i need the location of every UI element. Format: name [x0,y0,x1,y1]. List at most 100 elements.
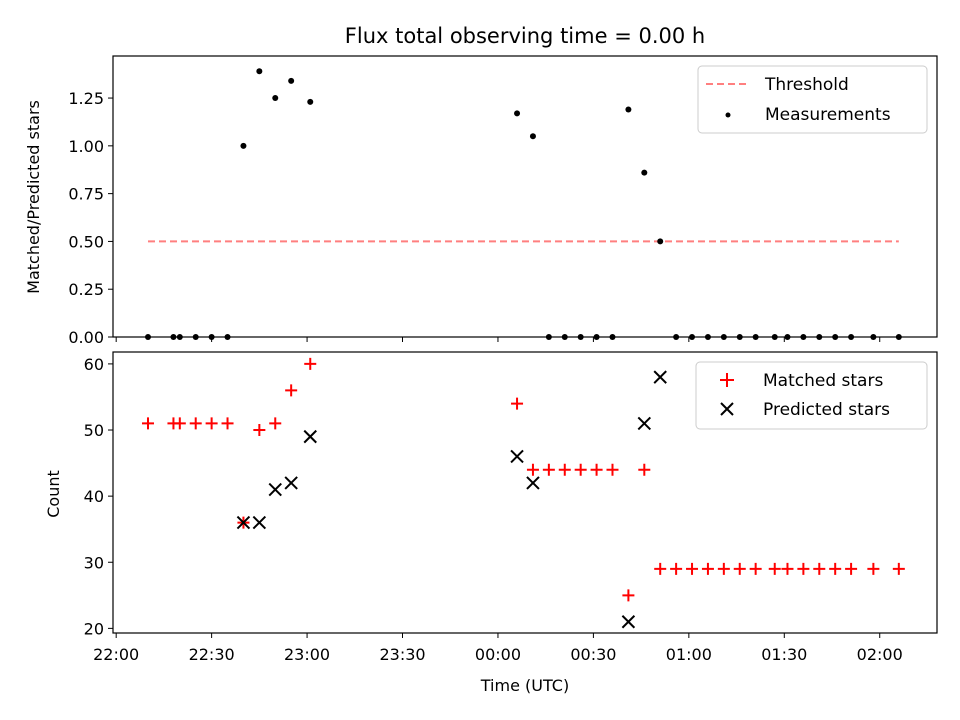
top-ytick-label: 1.25 [68,89,104,108]
bottom-legend-frame [695,361,928,430]
xtick-label: 23:00 [284,645,330,664]
measurement-point [848,334,855,340]
top-ytick-label: 0.50 [68,232,104,251]
matched-star-point [622,589,635,602]
measurement-point [752,334,759,340]
matched-star-point [558,463,571,476]
bottom-ytick-label: 20 [84,619,104,638]
measurement-point [514,110,521,117]
top-ytick-label: 0.25 [68,280,104,299]
measurement-point [529,133,536,140]
measurement-point [784,334,791,340]
measurement-point [895,334,902,340]
xtick-label: 00:00 [475,645,521,664]
matched-star-point [253,424,266,437]
bottom-ytick-label: 40 [84,487,104,506]
matched-star-point [717,562,730,575]
matched-star-point [654,562,667,575]
bottom-plot-frame [112,351,938,634]
legend-matched-label: Matched stars [763,371,883,391]
measurement-point [561,334,568,340]
xtick-label: 01:00 [666,645,712,664]
predicted-star-point [637,416,652,431]
top-plot-frame [112,55,938,338]
matched-star-point [701,562,714,575]
measurement-point [593,334,600,340]
xtick-label: 22:00 [93,645,139,664]
top-y-axis-label: Matched/Predicted stars [24,100,43,294]
measurement-point [704,334,711,340]
measurement-point [577,334,584,340]
predicted-star-point [236,515,251,530]
matched-star-point [285,384,298,397]
bottom-y-axis-label: Count [44,470,63,518]
predicted-star-point [252,515,267,530]
measurement-point [816,334,823,340]
xtick-label: 02:00 [857,645,903,664]
matched-star-point [638,463,651,476]
measurement-point [208,334,215,340]
measurement-point [800,334,807,340]
legend-predicted-marker [720,402,734,416]
matched-star-point [813,562,826,575]
top-ytick-label: 1.00 [68,137,104,156]
measurement-point [736,334,743,340]
measurement-point [657,238,664,245]
predicted-star-point [303,429,317,444]
xtick-label: 01:30 [761,645,807,664]
matched-star-point [845,562,858,575]
bottom-panel: 20 30 40 50 60 22:00 22:30 23:00 23:30 00:00 00:30… [84,351,938,664]
measurement-point [176,334,183,340]
top-legend-frame [697,65,928,134]
measurement-point [609,334,616,340]
matched-star-point [542,463,555,476]
matched-star-point [867,562,880,575]
measurement-point [240,142,247,149]
predicted-star-point [284,476,298,490]
matched-star-point [173,417,186,430]
predicted-star-point [653,370,667,384]
measurement-point [870,334,877,340]
xtick-label: 00:30 [570,645,616,664]
bottom-ytick-label: 50 [84,421,104,440]
measurement-point [720,334,727,340]
xtick-label: 22:30 [189,645,235,664]
legend-threshold-label: Threshold [764,75,849,95]
matched-star-point [606,463,619,476]
matched-star-point [205,417,218,430]
matched-star-point [749,562,762,575]
measurement-point [545,334,552,340]
measurement-point [673,334,680,340]
matched-star-point [269,417,282,430]
matched-star-point [304,357,317,370]
matched-star-point [590,463,603,476]
measurement-point [771,334,778,340]
measurement-point [144,334,151,340]
predicted-star-point [621,615,636,629]
top-panel: 0.00 0.25 0.50 0.75 1.00 1.25 [68,55,938,347]
legend-matched-marker [720,373,734,387]
top-legend: Threshold Measurements [697,65,928,134]
matched-star-point [511,397,524,410]
matched-star-point [733,562,746,575]
measurement-point [170,334,177,340]
matched-star-point [221,417,234,430]
x-axis-label: Time (UTC) [480,676,569,695]
measurement-point [832,334,839,340]
measurement-point [224,334,231,340]
measurement-point [625,106,632,113]
measurement-point [288,77,295,84]
legend-measurements-label: Measurements [765,105,891,125]
matched-star-point [829,562,842,575]
predicted-star-point [526,476,540,490]
top-ytick-label: 0.75 [68,185,104,204]
bottom-legend: Matched stars Predicted stars [695,361,928,430]
measurement-point [272,95,279,102]
matched-star-point [670,562,683,575]
legend-measurements-marker [725,112,731,118]
xtick-label: 23:30 [379,645,425,664]
matched-star-point [526,463,539,476]
predicted-star-point [268,482,282,497]
matched-star-point [141,417,154,430]
